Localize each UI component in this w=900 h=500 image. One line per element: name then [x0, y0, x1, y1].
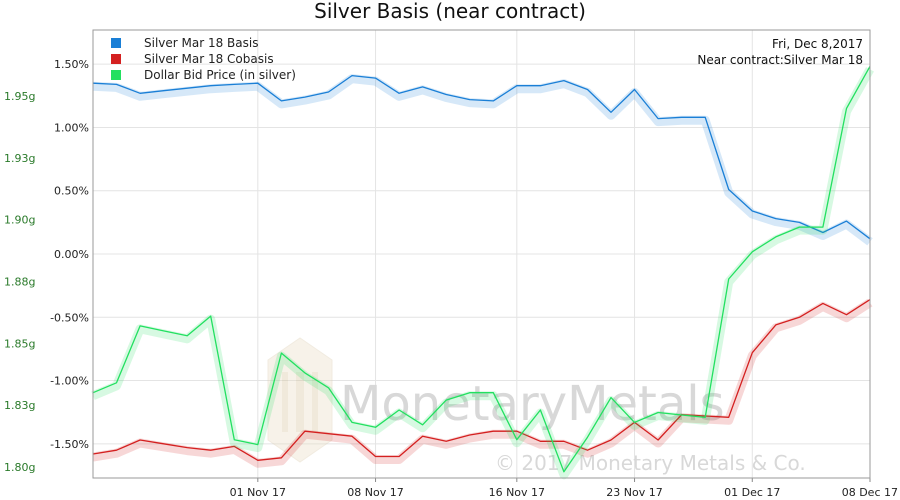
watermark-logo [267, 337, 333, 463]
left-tick-label: 1.90g [4, 214, 35, 227]
left-tick-label: 1.88g [4, 275, 35, 288]
x-tick-label: 08 Nov 17 [347, 486, 403, 499]
legend-label: Dollar Bid Price (in silver) [144, 68, 296, 82]
chart-title: Silver Basis (near contract) [314, 0, 586, 23]
right-tick-label: 0.00% [54, 248, 89, 261]
series-line-2 [92, 65, 871, 473]
x-tick-label: 23 Nov 17 [606, 486, 662, 499]
right-tick-label: -1.50% [50, 438, 89, 451]
x-axis: 01 Nov 17 08 Nov 17 16 Nov 17 23 Nov 17 01 D… [230, 478, 898, 499]
left-tick-label: 1.83g [4, 399, 35, 412]
x-tick-label: 08 Dec 17 [842, 486, 898, 499]
legend-label: Silver Mar 18 Cobasis [144, 52, 274, 66]
plot-frame [92, 29, 871, 479]
legend-swatch [111, 38, 121, 48]
right-tick-label: 1.50% [54, 58, 89, 71]
series-line-1 [92, 299, 871, 461]
watermark-copyright: © 2017 Monetary Metals & Co. [495, 451, 806, 475]
legend: Silver Mar 18 Basis Silver Mar 18 Cobasis… [111, 36, 296, 82]
info-box: Fri, Dec 8,2017 Near contract:Silver Mar… [697, 37, 863, 67]
x-tick-label: 16 Nov 17 [489, 486, 545, 499]
legend-label: Silver Mar 18 Basis [144, 36, 258, 50]
left-tick-label: 1.80g [4, 461, 35, 474]
legend-swatch [111, 70, 121, 80]
watermark-brand: MonetaryMetals [340, 376, 725, 432]
right-tick-label: 0.50% [54, 185, 89, 198]
right-tick-label: -1.00% [50, 375, 89, 388]
left-axis: 1.80g 1.83g 1.85g 1.88g 1.90g 1.93g 1.95g [4, 90, 35, 474]
left-tick-label: 1.85g [4, 337, 35, 350]
series-glow-0 [92, 74, 873, 246]
right-tick-label: 1.00% [54, 121, 89, 134]
series-glow-1 [92, 298, 873, 468]
series-lines [91, 65, 874, 480]
info-near-contract: Near contract:Silver Mar 18 [697, 53, 863, 67]
right-axis: -1.50% -1.00% -0.50% 0.00% 0.50% 1.00% 1.50% [50, 58, 89, 451]
series-line-0 [92, 74, 871, 240]
x-tick-label: 01 Dec 17 [724, 486, 780, 499]
legend-swatch [111, 54, 121, 64]
right-tick-label: -0.50% [50, 311, 89, 324]
info-date: Fri, Dec 8,2017 [772, 37, 863, 51]
x-tick-label: 01 Nov 17 [230, 486, 286, 499]
left-tick-label: 1.95g [4, 90, 35, 103]
left-tick-label: 1.93g [4, 152, 35, 165]
watermark: MonetaryMetals © 2017 Monetary Metals & … [267, 337, 806, 475]
